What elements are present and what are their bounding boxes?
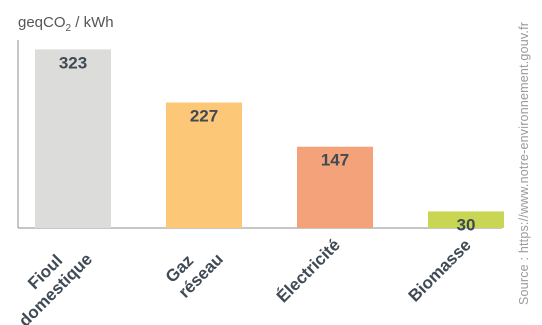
bar-3 (297, 146, 373, 228)
category-labels-group: Fiouldomestique Gazréseau Électricité Bioma… (1, 235, 475, 325)
bars-group (35, 49, 504, 229)
value-labels-group: 323 227 147 30 (59, 53, 476, 234)
category-label-1: Fiouldomestique (1, 235, 96, 325)
value-label-1: 323 (59, 53, 87, 72)
category-label-3: Électricité (273, 235, 344, 306)
value-label-2: 227 (190, 106, 218, 125)
value-label-4: 30 (457, 215, 476, 234)
y-unit-base: geqCO (18, 14, 66, 31)
category-label-4-line-1: Biomasse (405, 235, 475, 305)
bar-1 (35, 49, 111, 229)
category-label-3-line-1: Électricité (273, 235, 344, 306)
bar-4 (428, 211, 504, 228)
y-unit-subscript: 2 (66, 23, 72, 34)
category-label-2: Gazréseau (161, 235, 227, 301)
category-label-4: Biomasse (405, 235, 475, 305)
y-unit-label: geqCO2 / kWh (18, 14, 114, 34)
source-label: Source : https://www.notre-environnement… (517, 22, 531, 305)
value-label-3: 147 (321, 151, 349, 170)
bar-2 (166, 102, 242, 228)
y-unit-rest: / kWh (71, 14, 114, 31)
